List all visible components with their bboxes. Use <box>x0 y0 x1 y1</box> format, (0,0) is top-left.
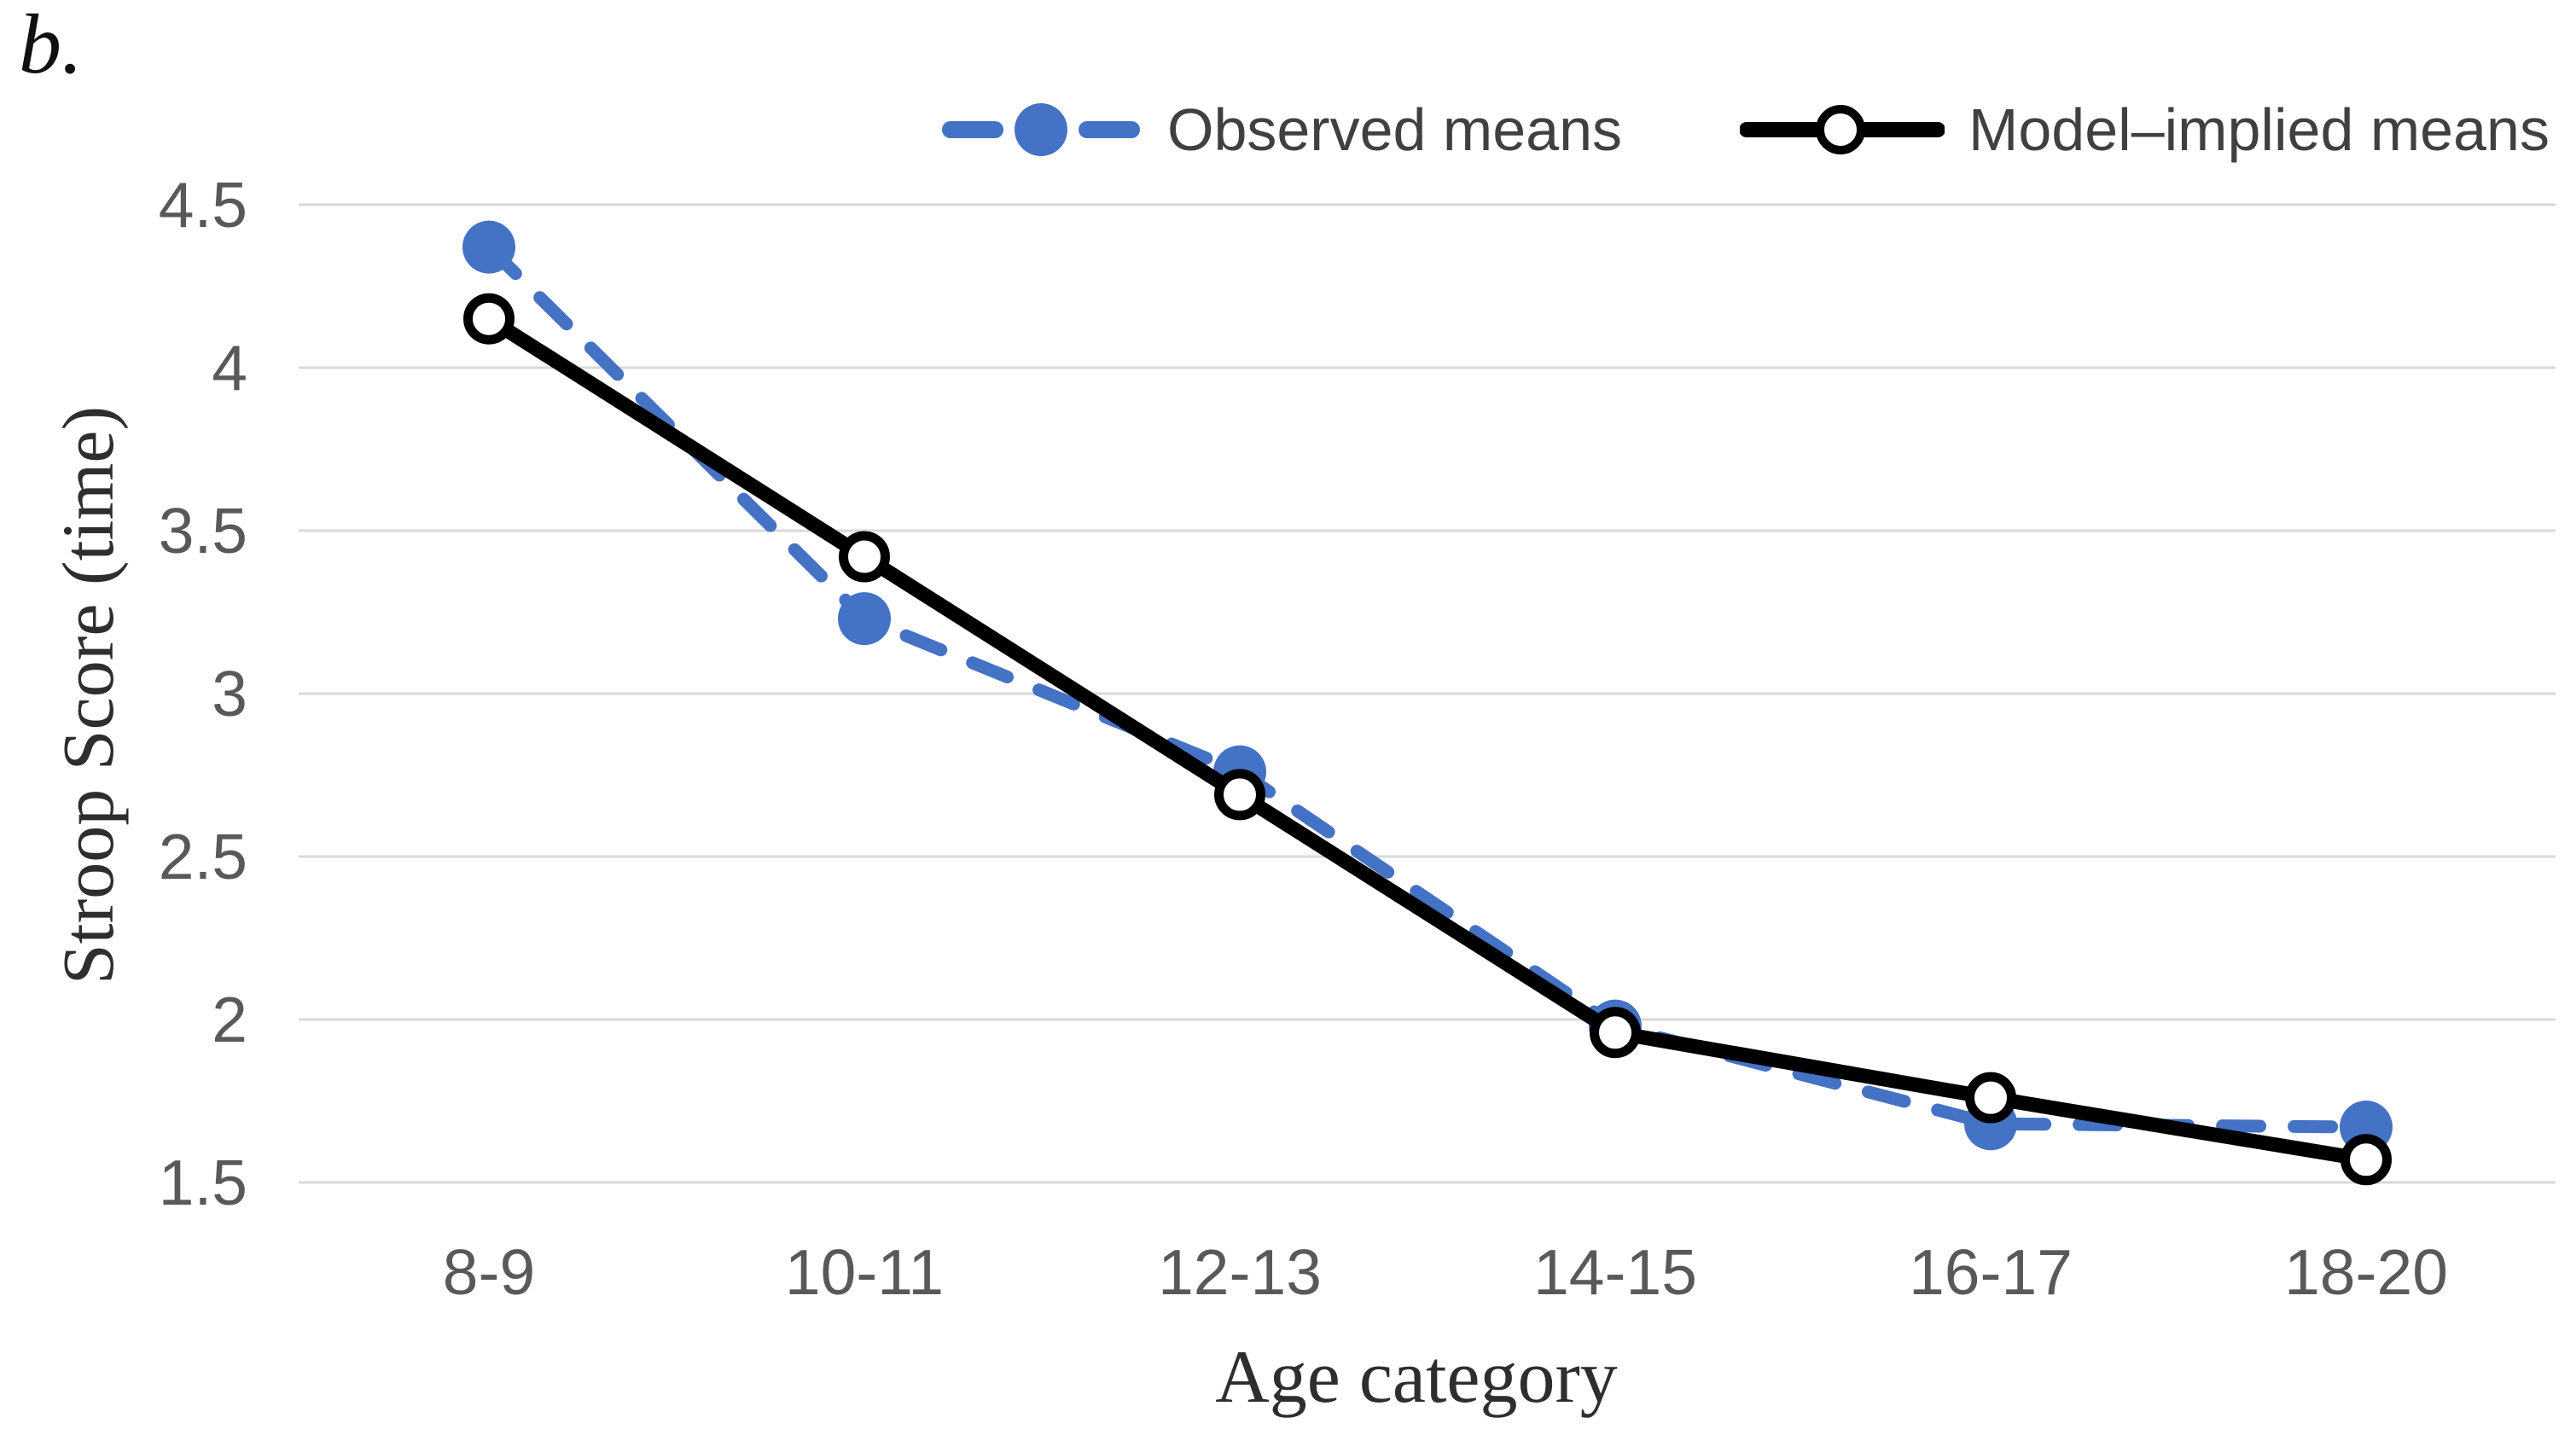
x-tick-label: 16-17 <box>1909 1236 2073 1308</box>
y-tick-label: 2.5 <box>159 821 247 892</box>
figure-label: b. <box>19 0 83 91</box>
observed-data-point-marker <box>838 592 891 646</box>
observed-data-point-marker <box>462 220 515 274</box>
legend: Observed means Model–implied means <box>939 96 2550 164</box>
model-data-point-marker <box>2340 1134 2392 1186</box>
x-tick-label: 18-20 <box>2284 1236 2448 1308</box>
model-data-point-marker <box>839 531 890 583</box>
x-tick-label: 12-13 <box>1158 1236 1322 1308</box>
y-tick-label: 3 <box>212 658 247 729</box>
y-tick-label: 4 <box>212 332 247 404</box>
y-tick-label: 4.5 <box>159 169 247 241</box>
legend-item-observed: Observed means <box>939 96 1622 164</box>
model-data-point-marker <box>1214 769 1265 821</box>
model-implied-means-legend-marker-icon <box>1740 105 1945 154</box>
legend-label-model: Model–implied means <box>1968 96 2550 163</box>
y-tick-label: 1.5 <box>159 1147 247 1218</box>
model-data-point-marker <box>463 293 515 345</box>
model-data-point-marker <box>1965 1072 2016 1124</box>
legend-open-circle <box>1816 105 1866 154</box>
legend-item-model: Model–implied means <box>1740 96 2550 164</box>
series-line-observed <box>482 241 2373 1134</box>
x-tick-label: 14-15 <box>1533 1236 1697 1308</box>
model-data-point-marker <box>1590 1007 1641 1059</box>
y-tick-label: 3.5 <box>159 495 247 566</box>
legend-filled-circle <box>1015 103 1067 156</box>
series-line-model <box>485 312 2368 1167</box>
x-axis-title: Age category <box>1215 1336 1618 1419</box>
legend-label-observed: Observed means <box>1167 96 1623 163</box>
y-tick-label: 2 <box>212 984 247 1055</box>
x-tick-label: 8-9 <box>443 1236 535 1308</box>
observed-means-legend-marker-icon <box>942 103 1140 156</box>
x-tick-label: 10-11 <box>785 1236 944 1308</box>
